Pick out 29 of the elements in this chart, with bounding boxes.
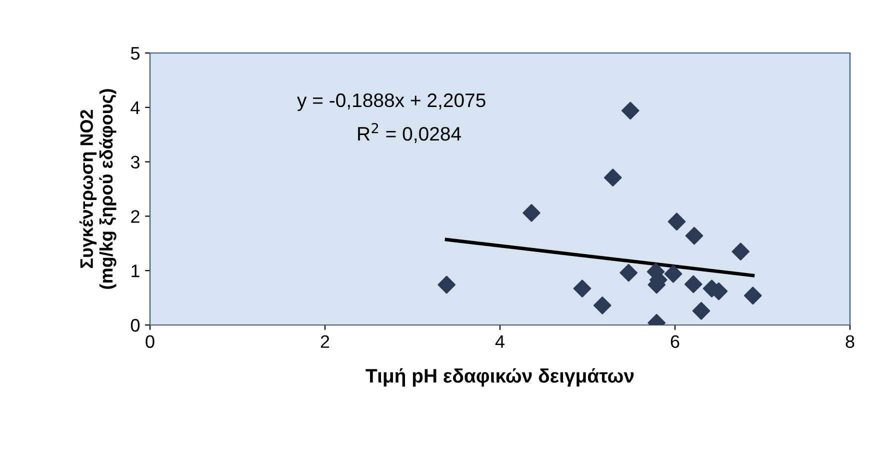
y-tick-label: 3 xyxy=(130,156,140,169)
x-tick-label: 6 xyxy=(670,335,680,348)
point xyxy=(744,286,762,305)
annotation: R$^{2}$ = 0,0284 xyxy=(358,122,461,144)
y-tick-label: 5 xyxy=(130,47,140,60)
point xyxy=(522,204,540,222)
x-tick-label: 0 xyxy=(146,335,154,348)
x-tick-label: 4 xyxy=(495,335,504,348)
point xyxy=(684,275,702,294)
y-tick-label: 0 xyxy=(130,318,140,332)
x-axis-title: Τιμή pH εδαφικών δειγμάτων xyxy=(366,368,634,387)
y-axis-title: Συγκέντρωση NO2 (mg/kg ξηρού εδάφους) xyxy=(80,89,116,289)
x-tick-label: 2 xyxy=(320,335,330,348)
y-tick-label: 2 xyxy=(131,210,140,223)
point xyxy=(621,102,640,120)
y-tick-label: 4 xyxy=(130,102,140,114)
point xyxy=(604,168,622,186)
point xyxy=(573,280,592,298)
point xyxy=(620,264,638,282)
point xyxy=(438,276,456,294)
annotation: y = -0,1888x + 2,2075 xyxy=(297,93,486,112)
point xyxy=(593,296,612,314)
point xyxy=(685,226,704,245)
point xyxy=(692,302,710,320)
x-tick-label: 8 xyxy=(846,335,854,348)
point xyxy=(668,212,686,231)
y-tick-label: 1 xyxy=(132,264,140,278)
point xyxy=(664,264,682,283)
point xyxy=(732,242,750,260)
